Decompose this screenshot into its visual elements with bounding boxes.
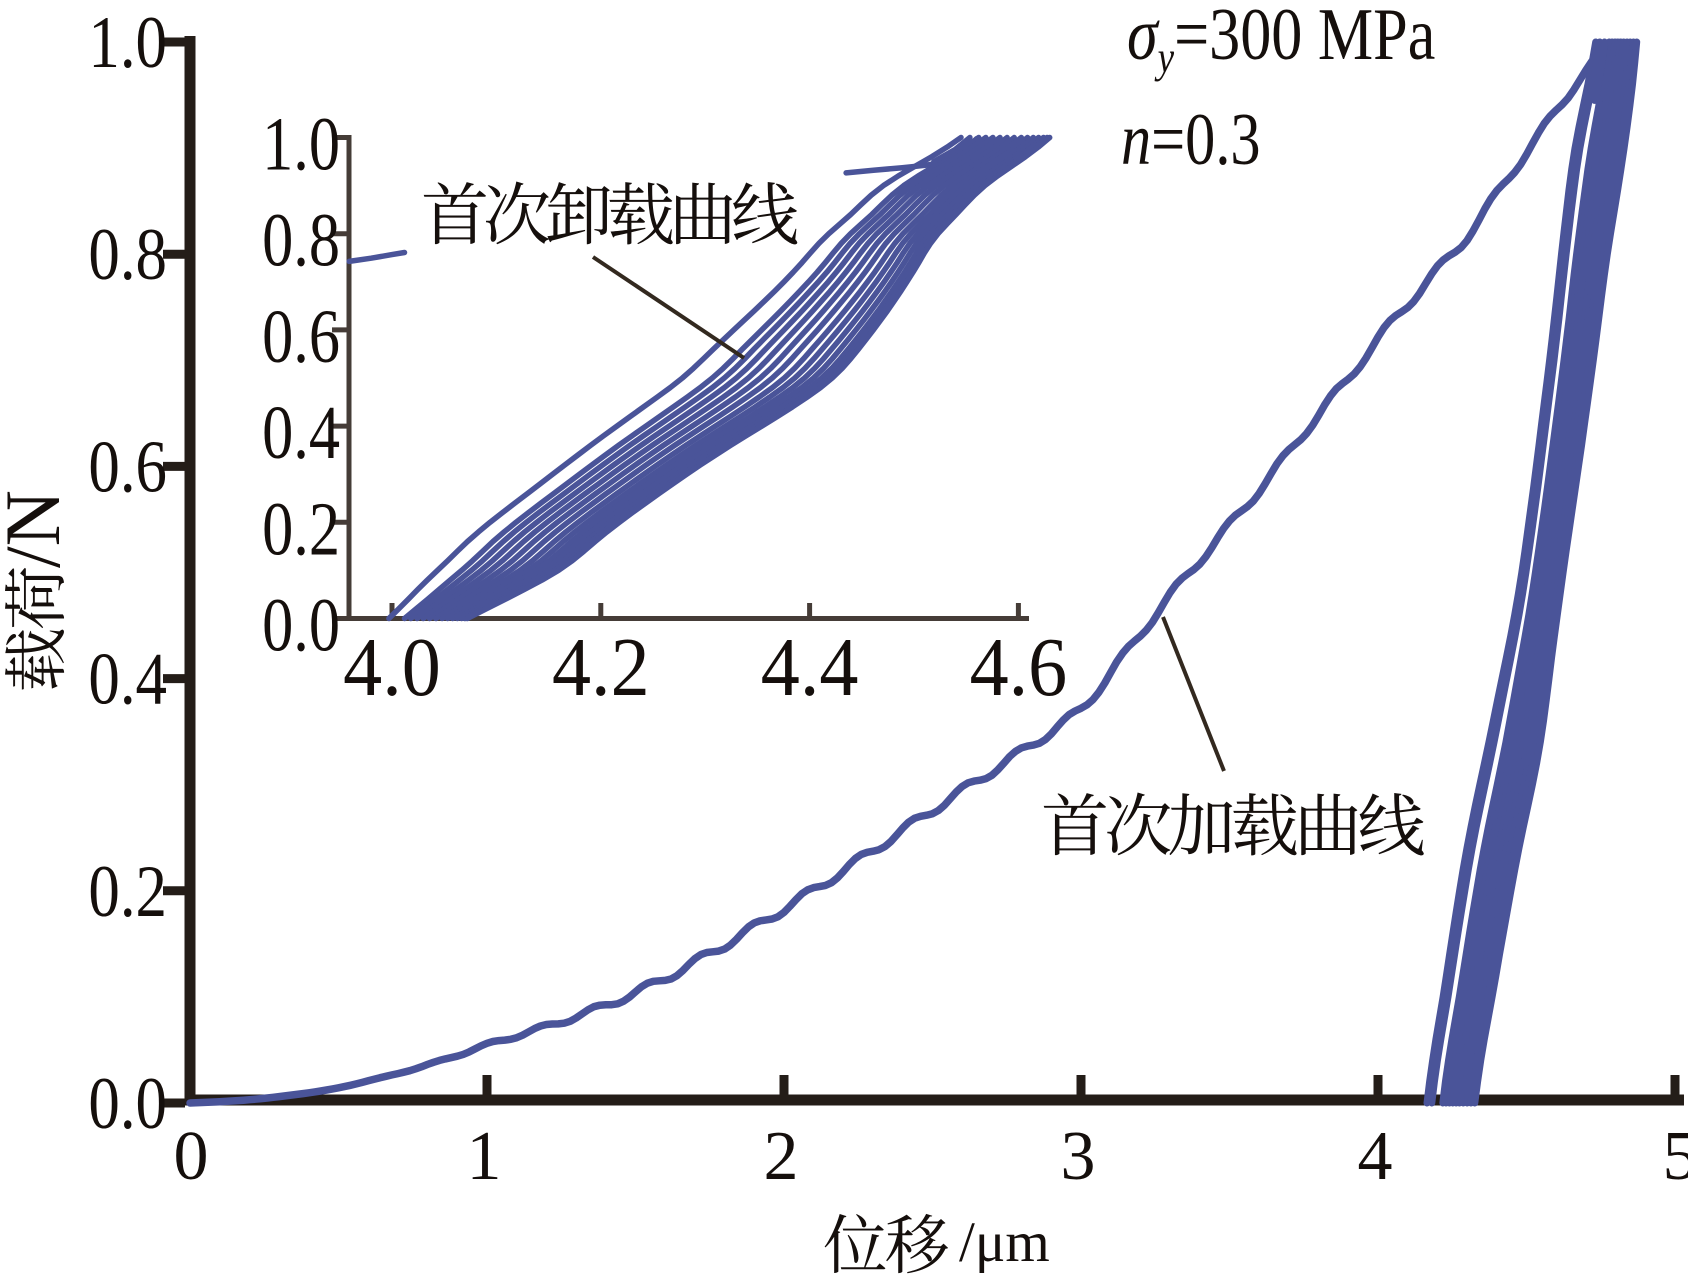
svg-text:/μm: /μm	[959, 1211, 1050, 1274]
svg-text:0.2: 0.2	[262, 488, 340, 572]
svg-text:0.2: 0.2	[88, 850, 167, 932]
svg-text:0.4: 0.4	[88, 638, 167, 720]
svg-text:1: 1	[467, 1118, 502, 1195]
svg-text:0.8: 0.8	[262, 199, 340, 283]
svg-text:4.2: 4.2	[552, 620, 650, 713]
svg-text:1.0: 1.0	[88, 1, 167, 83]
svg-text:3: 3	[1061, 1118, 1096, 1195]
svg-text:0.0: 0.0	[88, 1062, 167, 1144]
svg-text:4.0: 4.0	[343, 620, 441, 713]
svg-text:0.0: 0.0	[262, 584, 340, 668]
svg-text:0.4: 0.4	[262, 391, 340, 475]
svg-text:σy=300 MPa: σy=300 MPa	[1127, 0, 1435, 82]
svg-text:/N: /N	[0, 490, 76, 568]
svg-text:2: 2	[764, 1118, 799, 1195]
svg-text:4.4: 4.4	[761, 620, 859, 713]
svg-text:5: 5	[1663, 1118, 1688, 1195]
svg-text:4: 4	[1358, 1118, 1393, 1195]
svg-text:0.8: 0.8	[88, 213, 167, 295]
svg-text:0.6: 0.6	[262, 295, 340, 379]
svg-text:4.6: 4.6	[970, 620, 1068, 713]
svg-text:n=0.3: n=0.3	[1121, 98, 1261, 180]
svg-text:1.0: 1.0	[262, 103, 340, 187]
svg-text:0: 0	[174, 1118, 209, 1195]
svg-text:0.6: 0.6	[88, 426, 167, 508]
